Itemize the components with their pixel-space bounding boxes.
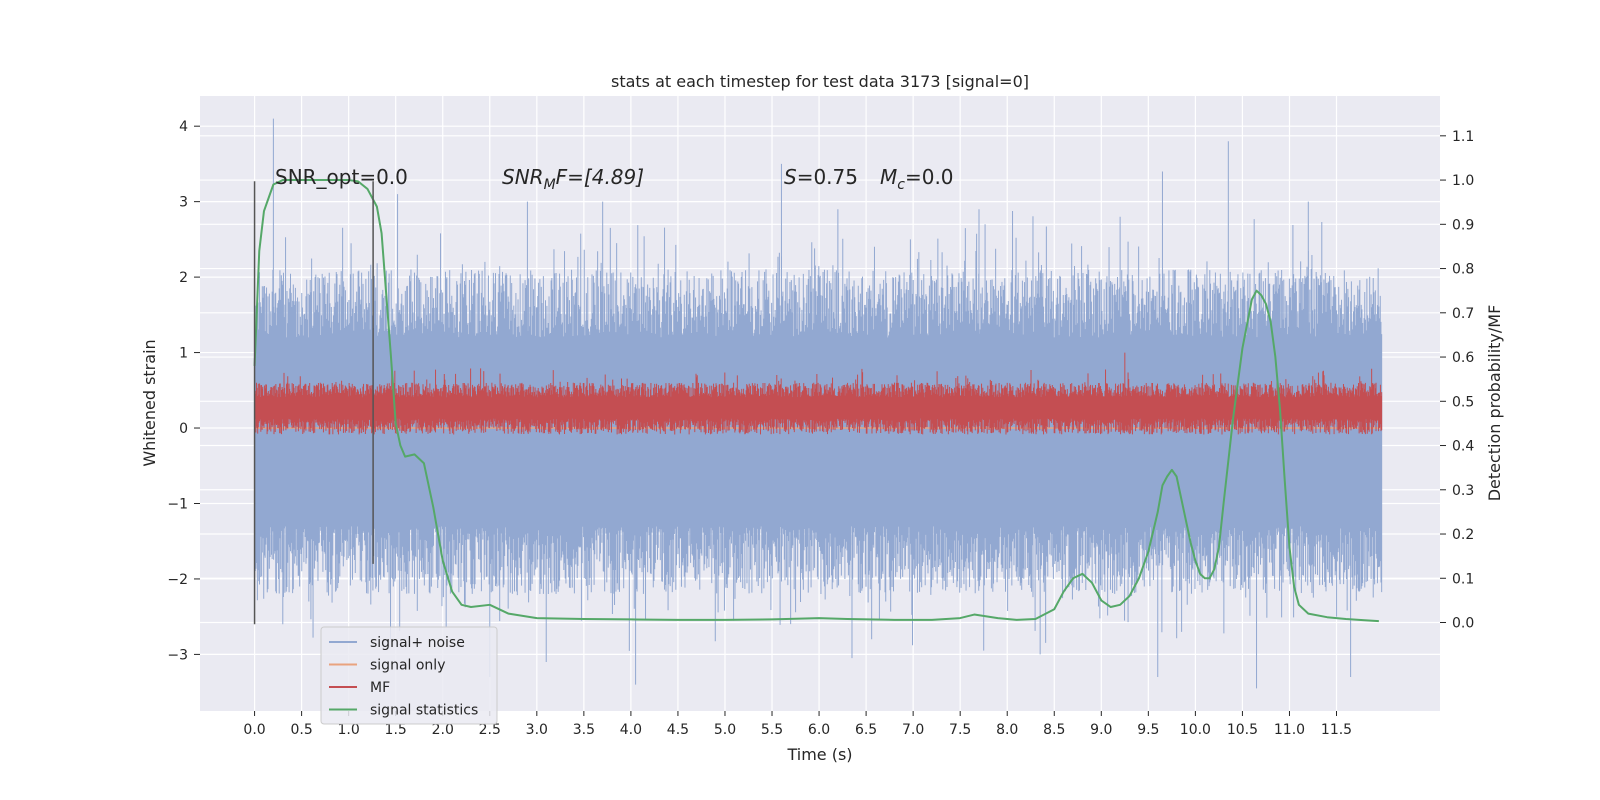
y2-tick-label: 0.5 [1452, 394, 1474, 410]
x-tick-label: 1.0 [338, 722, 360, 738]
x-tick-label: 1.5 [385, 722, 407, 738]
y-tick-label: 1 [179, 346, 188, 362]
x-tick-label: 0.0 [243, 722, 265, 738]
y-tick-label: −3 [167, 647, 188, 663]
x-tick-label: 6.0 [808, 722, 830, 738]
legend-label: signal only [370, 658, 445, 674]
x-tick-label: 11.5 [1321, 722, 1352, 738]
y-tick-label: 2 [179, 270, 188, 286]
x-tick-label: 10.0 [1180, 722, 1211, 738]
vlines [253, 181, 374, 625]
annotation-snr-mf: SNRMF=[4.89] [502, 165, 644, 193]
x-tick-label: 0.5 [290, 722, 312, 738]
s-italic: S [784, 165, 797, 189]
annotation-s: S=0.75 [784, 165, 858, 189]
mc-base: M [880, 165, 897, 189]
x-tick-label: 3.5 [573, 722, 595, 738]
legend-label: signal+ noise [370, 635, 465, 651]
y2-tick-label: 1.0 [1452, 173, 1474, 189]
y-tick-label: 4 [179, 119, 188, 135]
legend: signal+ noise signal only MF signal statist… [320, 626, 498, 725]
x-tick-label: 5.5 [761, 722, 783, 738]
mc-sub: c [897, 177, 905, 193]
x-tick-label: 2.0 [432, 722, 454, 738]
snr-mf-rest: F=[4.89] [556, 165, 644, 189]
x-tick-label: 9.5 [1137, 722, 1159, 738]
x-tick-label: 9.0 [1090, 722, 1112, 738]
y-tick-label: −1 [167, 496, 188, 512]
x-tick-label: 4.0 [620, 722, 642, 738]
y-axis-label: Whitened strain [140, 339, 159, 466]
ticks: 0.0 0.5 1.0 1.5 2.0 2.5 3.0 3.5 4.0 4.5 5.0 5.5 6.0 6… [167, 119, 1474, 738]
y-tick-label: 0 [179, 421, 188, 437]
legend-label: MF [370, 680, 390, 696]
y2-tick-label: 0.2 [1452, 527, 1474, 543]
y2-tick-label: 0.0 [1452, 616, 1474, 632]
x-tick-label: 11.0 [1274, 722, 1305, 738]
y2-tick-label: 0.7 [1452, 306, 1474, 322]
y-tick-label: −2 [167, 572, 188, 588]
y2-tick-label: 1.1 [1452, 129, 1474, 145]
series-signal-statistics [253, 179, 1379, 623]
y2-tick-label: 0.8 [1452, 262, 1474, 278]
annotation-mc: Mc=0.0 [880, 165, 954, 193]
y2-tick-label: 0.4 [1452, 439, 1474, 455]
y2-tick-label: 0.6 [1452, 350, 1474, 366]
x-tick-label: 7.0 [902, 722, 924, 738]
x-tick-label: 5.0 [714, 722, 736, 738]
y2-tick-label: 0.9 [1452, 217, 1474, 233]
x-tick-label: 3.0 [526, 722, 548, 738]
y2-tick-label: 0.1 [1452, 571, 1474, 587]
x-tick-label: 6.5 [855, 722, 877, 738]
s-rest: =0.75 [797, 165, 858, 189]
x-tick-label: 4.5 [667, 722, 689, 738]
x-tick-label: 8.5 [1043, 722, 1065, 738]
x-tick-label: 2.5 [479, 722, 501, 738]
snr-mf-sub: M [544, 177, 556, 193]
x-tick-label: 7.5 [949, 722, 971, 738]
legend-label: signal statistics [370, 703, 478, 719]
annotation-snr-opt: SNR_opt=0.0 [275, 165, 408, 189]
mc-rest: =0.0 [905, 165, 954, 189]
y2-axis-label: Detection probability/MF [1485, 305, 1504, 502]
series-signal-noise-core [254, 337, 1382, 527]
snr-mf-base: SNR [502, 165, 544, 189]
y2-tick-label: 0.3 [1452, 483, 1474, 499]
x-axis-label: Time (s) [786, 745, 852, 764]
x-tick-label: 8.0 [996, 722, 1018, 738]
chart-title: stats at each timestep for test data 317… [611, 72, 1029, 91]
y-tick-label: 3 [179, 195, 188, 211]
legend-box [320, 626, 498, 725]
x-tick-label: 10.5 [1227, 722, 1258, 738]
data-layer [253, 118, 1383, 689]
